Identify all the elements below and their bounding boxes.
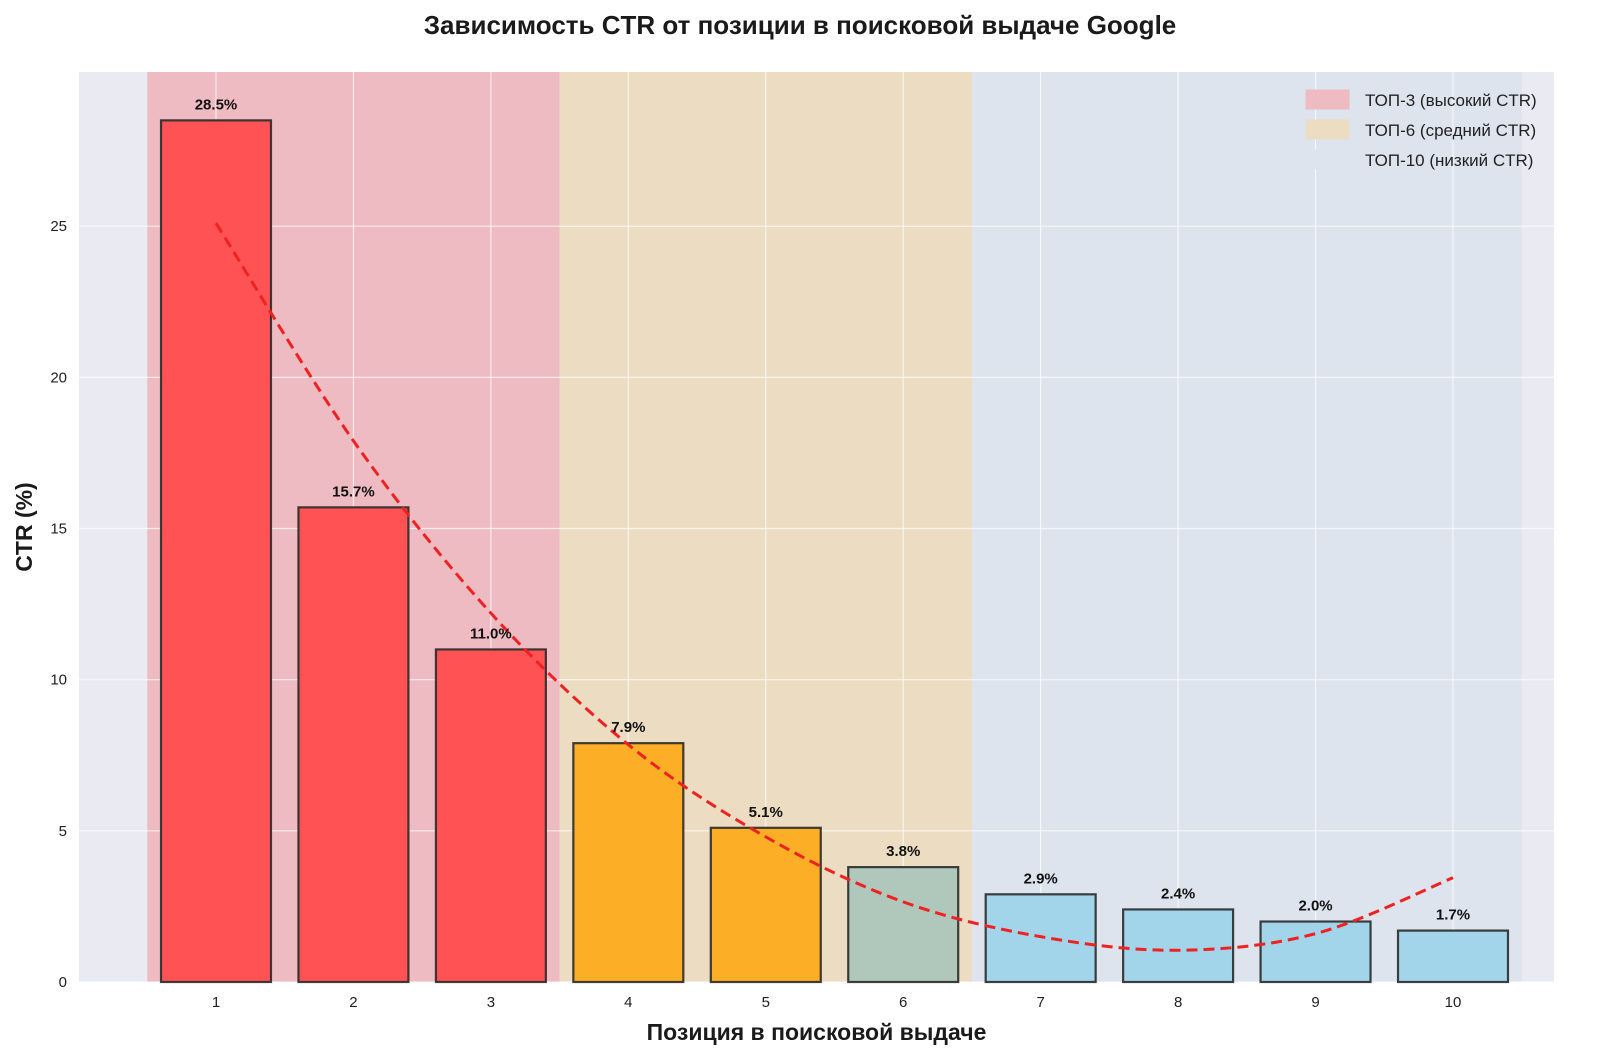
trend-line-group [214,222,1454,952]
x-tick-label: 1 [212,994,220,1011]
x-tick-label: 10 [1445,994,1462,1011]
data-label: 15.7% [332,483,375,500]
x-axis-label: Позиция в поисковой выдаче [647,1019,987,1045]
x-tick-label: 2 [349,994,357,1011]
y-tick-label: 10 [50,672,67,689]
y-axis-ticks: 0 5 10 15 20 25 [50,218,67,991]
bar-position-6 [847,866,960,984]
region-3 [971,72,1522,982]
x-tick-label: 5 [762,994,770,1011]
data-label: 28.5% [195,96,238,113]
chart-title: Зависимость CTR от позиции в поисковой в… [423,10,1177,40]
bar-position-9 [1259,920,1372,984]
y-tick-label: 25 [50,218,67,235]
y-tick-label: 20 [50,369,67,386]
y-axis-label: CTR (%) [11,482,37,571]
data-label: 3.8% [886,843,920,860]
data-label: 5.1% [749,804,783,821]
y-tick-label: 5 [59,823,67,840]
data-label: 2.4% [1161,885,1195,902]
bar-position-10 [1396,929,1510,984]
legend-label: ТОП-10 (низкий CTR) [1365,151,1533,170]
x-tick-label: 8 [1174,994,1182,1011]
legend: ТОП-3 (высокий CTR) ТОП-6 (средний CTR) ТО… [1305,89,1537,170]
bar-position-2 [297,506,410,984]
bar-position-5 [709,826,822,984]
data-label: 1.7% [1436,907,1470,924]
data-label: 2.9% [1024,870,1058,887]
legend-swatch [1305,89,1350,110]
y-tick-label: 15 [50,521,67,538]
data-label: 7.9% [611,719,645,736]
bar-position-4 [572,742,685,984]
legend-label: ТОП-6 (средний CTR) [1365,121,1536,140]
trend-line [214,222,1454,952]
x-tick-label: 7 [1036,994,1044,1011]
legend-swatch [1305,149,1350,170]
x-tick-label: 3 [487,994,495,1011]
data-label: 2.0% [1298,898,1332,915]
legend-swatch [1305,119,1350,140]
legend-label: ТОП-3 (высокий CTR) [1365,91,1537,110]
bars [159,119,1510,984]
y-tick-label: 0 [59,974,67,991]
bar-position-1 [159,119,273,984]
x-tick-label: 9 [1311,994,1319,1011]
x-tick-label: 6 [899,994,907,1011]
data-labels: 28.5% 15.7% 11.0% 7.9% 5.1% 3.8% 2.9% 2.4% 2.0% 1… [195,96,1470,923]
x-axis-ticks: 1 2 3 4 5 6 7 8 9 10 [212,994,1462,1011]
bar-position-3 [434,648,547,984]
bar-position-8 [1122,908,1235,984]
data-label: 11.0% [470,625,512,642]
x-tick-label: 4 [624,994,632,1011]
